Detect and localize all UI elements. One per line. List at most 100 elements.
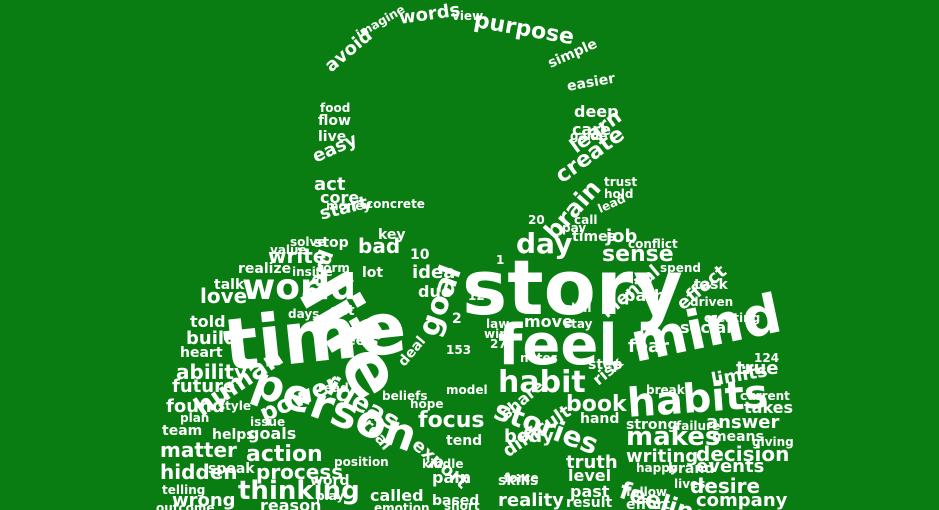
word-game: game	[570, 129, 608, 143]
word-goals: goals	[248, 424, 297, 443]
word-27: 27	[490, 337, 507, 351]
word-day: day	[516, 227, 573, 260]
word-write: write	[268, 244, 327, 268]
word-stop: stop	[314, 235, 349, 251]
word-view: view	[452, 9, 484, 23]
word-habit: habit	[498, 365, 586, 400]
word-solve: solve	[290, 235, 326, 249]
word-deep: deep	[574, 102, 619, 121]
word-realize: realize	[238, 261, 292, 277]
word-failure: failure	[676, 419, 721, 433]
word-reality: reality	[498, 490, 564, 510]
word-live: live	[318, 129, 347, 145]
word-answer: answer	[706, 412, 780, 433]
word-hand: hand	[580, 411, 620, 427]
word-tend: tend	[446, 433, 483, 449]
word-book: book	[566, 392, 627, 417]
word-heart: heart	[180, 345, 223, 361]
word-writing: writing	[626, 446, 699, 467]
word-emotion: emotion	[374, 501, 430, 510]
word-pay: pay	[562, 221, 587, 235]
word-task: task	[694, 277, 728, 293]
word-feel: feel	[498, 313, 618, 378]
word-build: build	[186, 328, 237, 349]
word-bad: bad	[358, 234, 401, 258]
word-talk: talk	[214, 277, 245, 293]
word-124: 124	[754, 351, 780, 365]
word-desire: desire	[690, 474, 761, 498]
word-speak: speak	[208, 461, 255, 477]
word-easier: easier	[565, 70, 617, 95]
word-social: social	[680, 318, 732, 337]
word-win: win	[484, 327, 508, 341]
word-truth: truth	[566, 452, 618, 473]
word-process: process	[256, 460, 344, 484]
word-thinking: thinking	[238, 476, 360, 506]
word-helps: helps	[212, 427, 255, 443]
word-creating: creating	[704, 311, 761, 325]
word-brand: brand	[668, 461, 715, 477]
word-model: model	[446, 383, 488, 397]
word-level: level	[568, 466, 612, 485]
word-happy: happy	[636, 461, 678, 475]
word-called: called	[370, 486, 424, 505]
word-driven: driven	[690, 295, 734, 309]
word-effort: effort	[626, 497, 671, 510]
word-law: law	[486, 317, 510, 331]
word-giving: giving	[752, 435, 794, 449]
word-feels: feels	[340, 333, 379, 349]
word-spend: spend	[660, 261, 702, 275]
word-purpose: purpose	[472, 8, 576, 51]
word-flow: flow	[318, 113, 351, 129]
word-path: path	[624, 286, 666, 305]
word-future: future	[172, 376, 236, 397]
word-word: word	[310, 473, 350, 489]
word-act: act	[314, 174, 346, 195]
word-2: 2	[452, 311, 462, 327]
word-skill: skill	[564, 301, 592, 315]
word-beliefs: beliefs	[382, 389, 428, 403]
word-money: money	[326, 199, 372, 213]
word-action: action	[246, 442, 323, 467]
word-strong: strong	[626, 417, 678, 433]
word-makes: makes	[626, 422, 721, 452]
word-found: found	[166, 396, 225, 417]
word-current: current	[740, 389, 790, 403]
word-times: times	[572, 229, 616, 245]
word-care: care	[572, 120, 612, 139]
word-days: days	[288, 307, 320, 321]
word-pain: pain	[432, 468, 472, 487]
word-told: told	[190, 312, 226, 331]
word-focus: focus	[418, 408, 485, 433]
word-plan: plan	[180, 411, 210, 425]
word-1: 1	[496, 253, 505, 267]
word-company: company	[696, 490, 788, 510]
word-notes: notes	[520, 351, 558, 365]
word-lives: lives	[674, 477, 706, 491]
word-past: past	[570, 482, 610, 501]
word-result: result	[566, 495, 613, 510]
word-20: 20	[528, 213, 545, 227]
word-idea: idea	[412, 262, 456, 283]
word-move: move	[524, 312, 573, 331]
word-follow: follow	[626, 485, 668, 499]
word-value: value	[270, 243, 307, 257]
word-force: force	[504, 471, 539, 485]
word-call: call	[574, 213, 598, 227]
word-core: core	[320, 188, 360, 207]
word-means: means	[712, 429, 764, 445]
word-fear: fear	[628, 336, 670, 357]
word-avoid: avoid	[320, 24, 377, 77]
word-world: world	[242, 267, 356, 308]
word-events: events	[696, 456, 765, 477]
word-body: body	[504, 426, 554, 447]
word-reason: reason	[260, 496, 322, 510]
word-sense: sense	[602, 242, 674, 267]
word-based: based	[432, 493, 480, 509]
word-style: style	[218, 399, 251, 413]
word-153: 153	[446, 343, 472, 357]
word-step: step	[588, 357, 623, 373]
word-play: play	[316, 489, 345, 503]
word-skills: skills	[498, 473, 539, 489]
